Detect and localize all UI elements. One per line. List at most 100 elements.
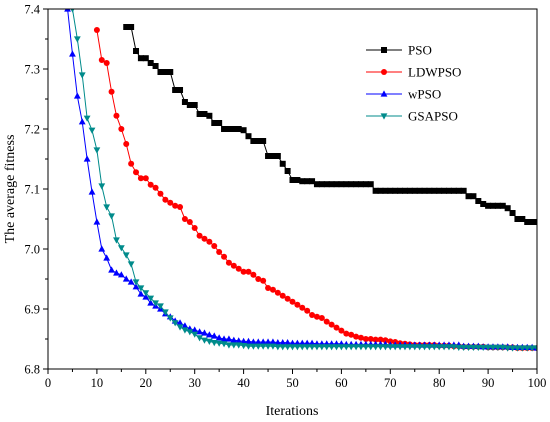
data-point-pso — [269, 153, 276, 159]
data-point-gsapso — [289, 344, 296, 351]
data-point-pso — [445, 187, 452, 194]
data-point-gsapso — [225, 342, 233, 349]
axes-layer: 0 10 20 30 40 50 60 70 80 90 100 6.8 6.9 7.0 7.1 7.2 7.3… — [24, 3, 546, 391]
data-point-ldwpso — [177, 204, 184, 210]
x-tick-label: 100 — [528, 376, 547, 390]
data-point-gsapso — [533, 345, 537, 352]
data-point-ldwpso — [274, 289, 281, 296]
series-ldwpso — [93, 27, 537, 351]
data-point-gsapso — [279, 344, 287, 351]
data-point-pso — [123, 24, 130, 30]
data-point-ldwpso — [362, 336, 369, 342]
data-point-pso — [279, 160, 286, 167]
data-point-gsapso — [445, 344, 453, 351]
data-point-wpso — [215, 334, 223, 341]
data-point-pso — [211, 120, 218, 126]
data-point-wpso — [98, 245, 106, 252]
data-point-gsapso — [455, 344, 463, 351]
data-point-pso — [416, 187, 423, 194]
data-point-ldwpso — [186, 219, 193, 225]
legend-label-ldwpso: LDWPSO — [408, 65, 461, 80]
legend-item-wpso: wPSO — [366, 87, 441, 102]
data-point-pso — [304, 178, 311, 185]
data-point-pso — [313, 181, 320, 188]
data-point-pso — [450, 187, 457, 194]
data-point-gsapso — [171, 320, 179, 327]
legend-item-ldwpso: LDWPSO — [366, 65, 461, 80]
data-point-ldwpso — [235, 265, 242, 272]
data-point-ldwpso — [333, 324, 340, 331]
data-point-pso — [181, 99, 188, 105]
data-point-pso — [524, 219, 531, 225]
data-point-pso — [426, 187, 433, 194]
data-point-pso — [494, 202, 501, 209]
data-point-pso — [230, 126, 237, 132]
data-point-pso — [133, 48, 140, 54]
data-point-pso — [509, 210, 516, 216]
data-point-gsapso — [470, 344, 477, 351]
series-layer — [64, 9, 537, 352]
data-point-gsapso — [73, 36, 81, 43]
data-point-ldwpso — [147, 181, 154, 188]
data-point-pso — [529, 219, 536, 225]
data-point-pso — [201, 111, 208, 117]
x-tick-label: 80 — [433, 376, 446, 390]
data-point-gsapso — [240, 343, 247, 350]
data-point-ldwpso — [250, 271, 257, 278]
data-point-gsapso — [147, 295, 155, 302]
data-point-ldwpso — [225, 259, 232, 266]
x-tick-label: 40 — [237, 376, 250, 390]
data-point-pso — [499, 202, 506, 209]
data-point-pso — [323, 181, 330, 188]
data-point-gsapso — [113, 237, 120, 244]
data-point-ldwpso — [328, 321, 335, 328]
data-point-ldwpso — [98, 57, 105, 63]
data-point-gsapso — [401, 344, 409, 351]
data-point-gsapso — [474, 344, 482, 351]
data-point-gsapso — [132, 279, 140, 286]
data-point-ldwpso — [137, 175, 144, 182]
legend-label-gsapso: GSAPSO — [408, 109, 458, 124]
data-point-gsapso — [303, 344, 311, 351]
data-point-wpso — [103, 254, 111, 261]
x-tick-label: 50 — [286, 376, 299, 390]
data-point-pso — [225, 126, 232, 132]
y-tick-label: 7.0 — [24, 243, 40, 257]
data-point-wpso — [181, 322, 189, 329]
data-point-gsapso — [338, 344, 345, 351]
data-point-gsapso — [426, 344, 433, 351]
data-point-wpso — [176, 319, 184, 326]
data-point-pso — [221, 126, 228, 132]
data-point-pso — [480, 201, 487, 207]
data-point-ldwpso — [216, 249, 223, 255]
data-point-wpso — [269, 338, 277, 345]
data-point-gsapso — [367, 344, 375, 351]
data-point-pso — [504, 205, 511, 212]
data-point-wpso — [132, 283, 140, 290]
data-point-pso — [137, 55, 144, 62]
data-point-gsapso — [161, 309, 169, 316]
y-axis-title: The average fitness — [3, 135, 18, 244]
data-point-gsapso — [504, 345, 512, 352]
data-point-ldwpso — [294, 301, 301, 308]
data-point-pso — [265, 153, 272, 159]
data-point-gsapso — [137, 285, 145, 292]
data-point-ldwpso — [299, 304, 306, 311]
data-point-ldwpso — [103, 60, 110, 66]
data-point-pso — [172, 87, 179, 93]
data-point-pso — [401, 187, 408, 194]
data-point-gsapso — [465, 344, 472, 351]
data-point-ldwpso — [260, 277, 267, 284]
data-point-gsapso — [308, 344, 316, 351]
data-point-gsapso — [152, 300, 159, 307]
data-point-ldwpso — [377, 336, 384, 343]
data-point-ldwpso — [255, 276, 262, 282]
data-point-pso — [421, 187, 428, 194]
y-tick-label: 6.9 — [24, 303, 40, 317]
data-point-wpso — [73, 92, 81, 99]
data-point-pso — [328, 181, 335, 188]
data-point-pso — [519, 216, 526, 222]
data-point-pso — [534, 219, 537, 225]
x-tick-label: 60 — [335, 376, 348, 390]
data-point-wpso — [196, 328, 203, 335]
